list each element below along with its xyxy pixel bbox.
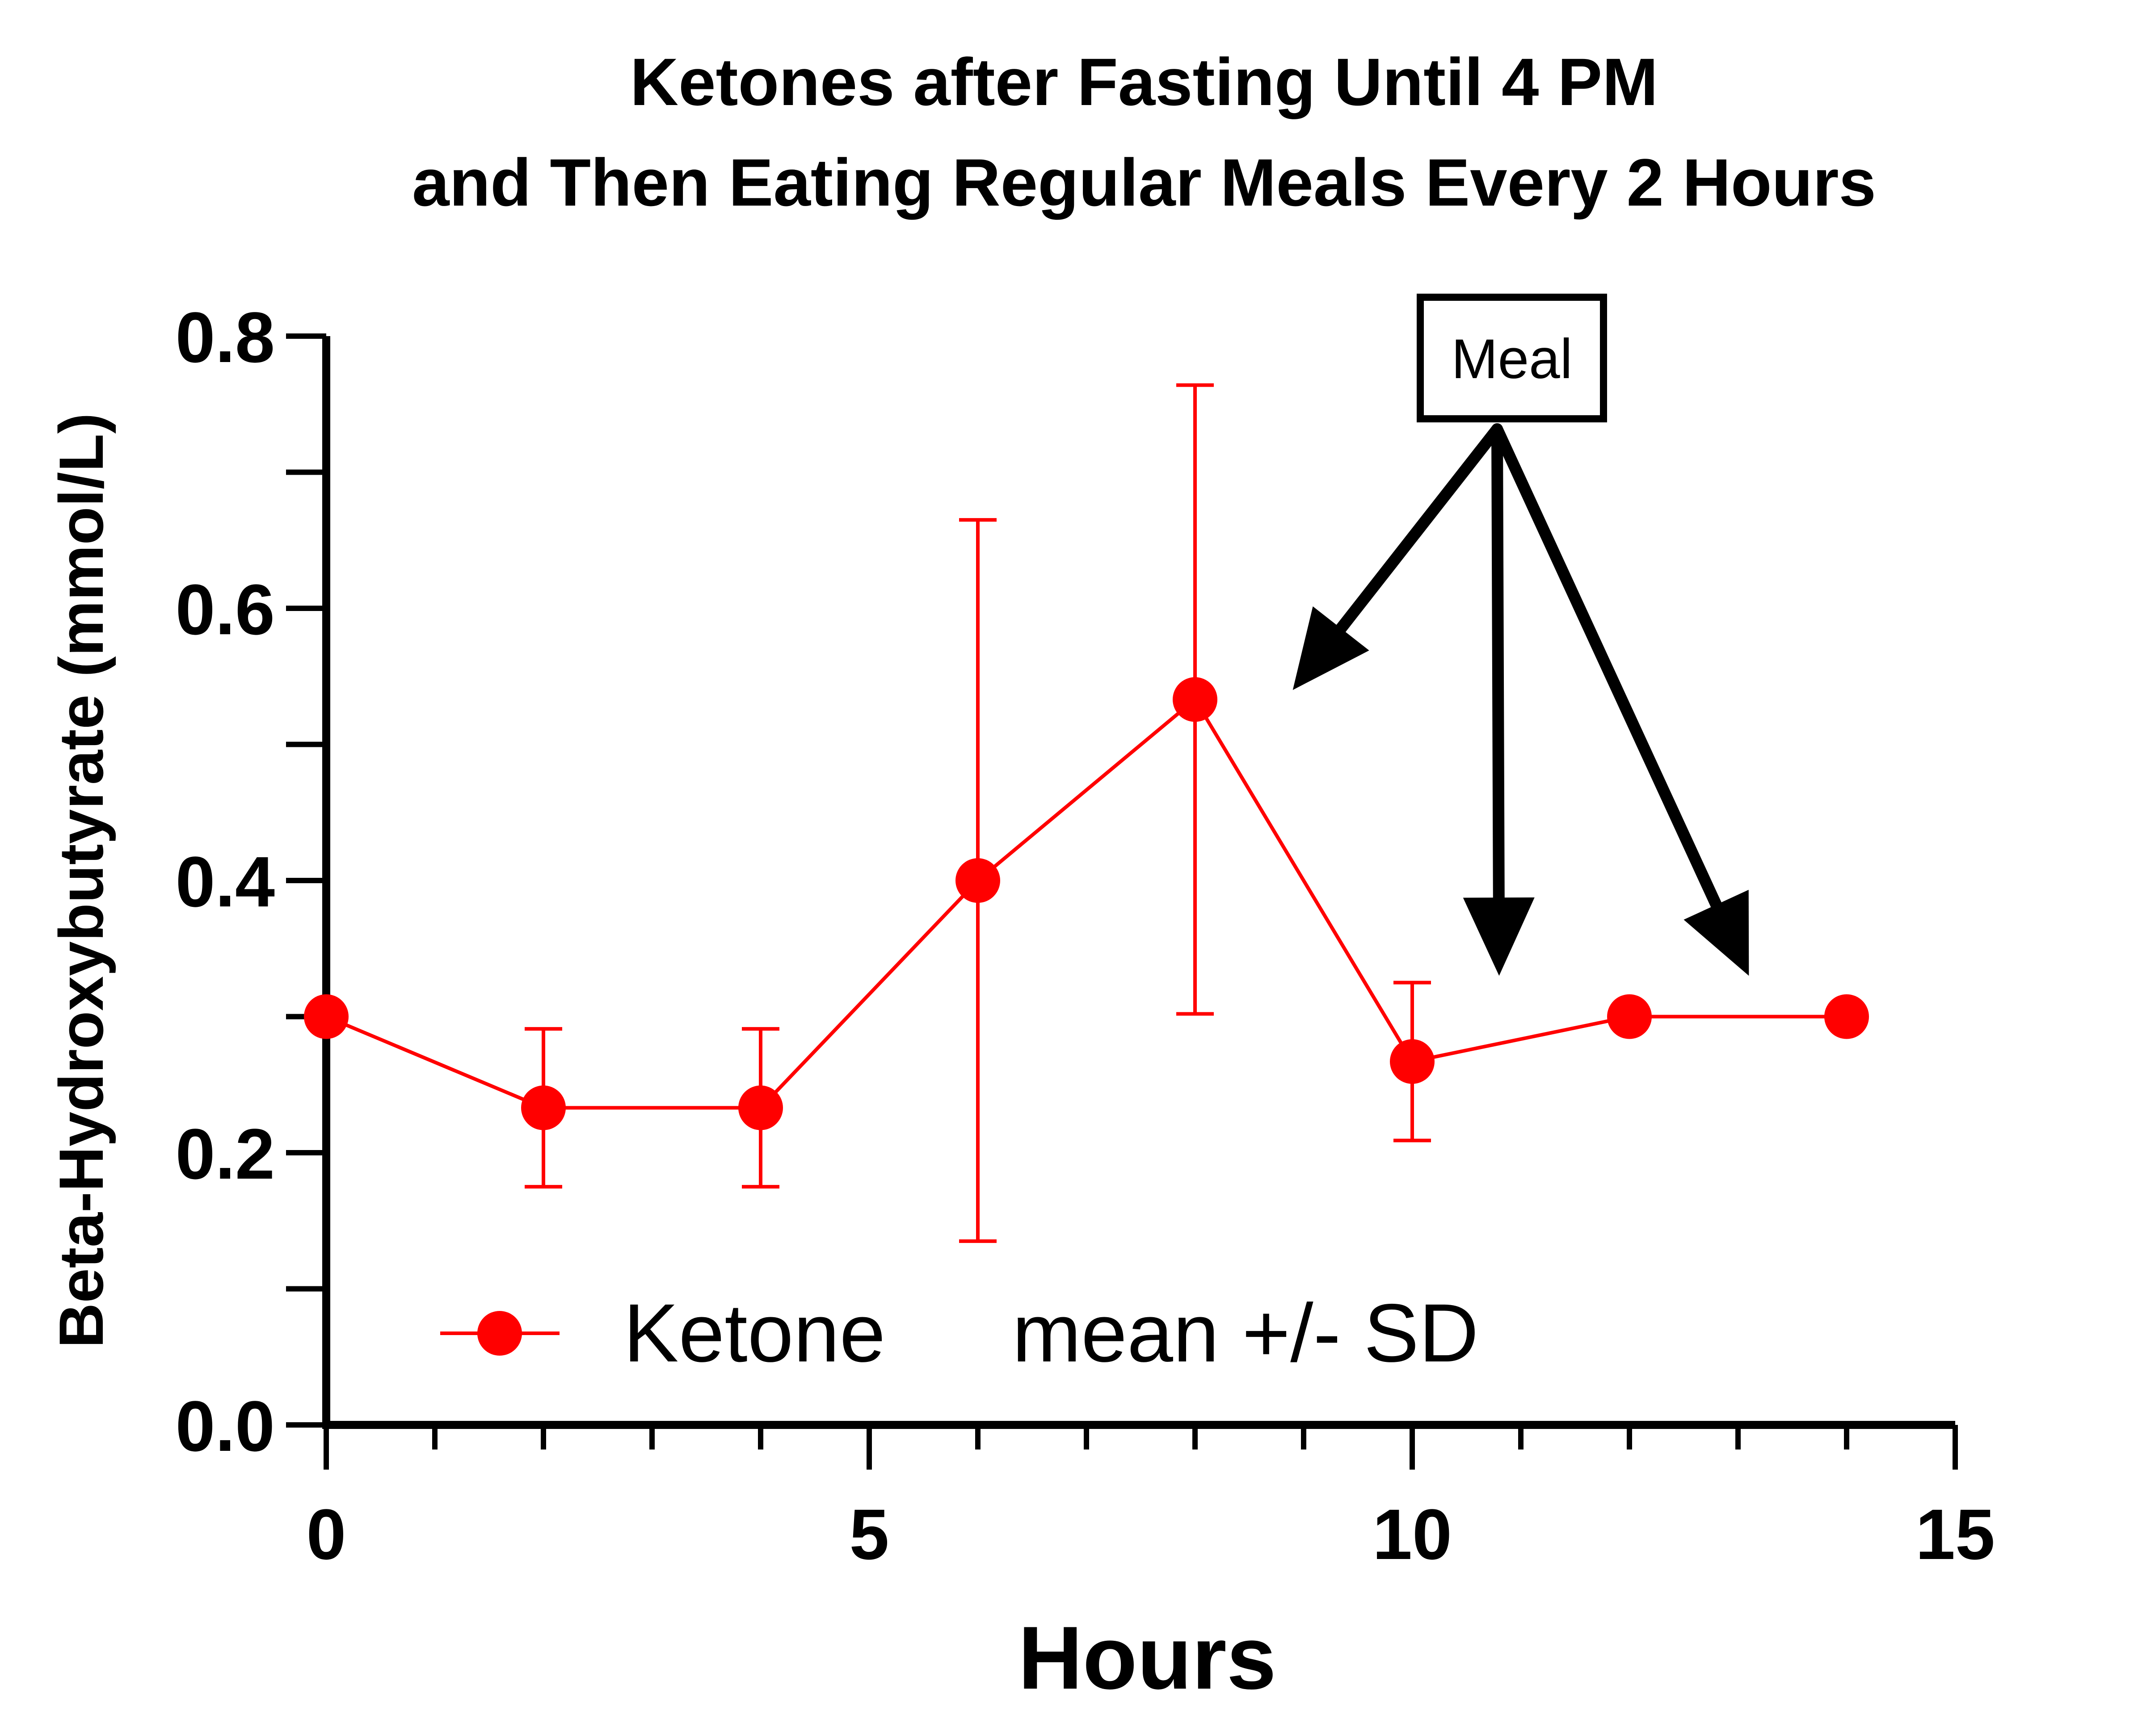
data-point [521, 1085, 566, 1130]
legend-marker [477, 1311, 522, 1356]
data-point [738, 1085, 783, 1130]
meal-arrow-shaft [1491, 423, 1505, 904]
data-point [1173, 677, 1217, 722]
x-tick-label: 5 [850, 1494, 889, 1574]
data-point [1390, 1039, 1435, 1084]
legend-series-label: Ketone [623, 1287, 885, 1379]
series-line [325, 696, 1847, 1110]
legend: Ketone mean +/- SD [440, 1287, 1479, 1379]
chart-title-line-2: and Then Eating Regular Meals Every 2 Ho… [412, 145, 1876, 220]
x-axis-label: Hours [1018, 1608, 1276, 1708]
data-point [304, 994, 349, 1039]
y-tick-label: 0.4 [176, 842, 275, 922]
plot-area [304, 383, 1869, 1243]
y-tick-label: 0.8 [176, 297, 275, 377]
meal-arrow-head [1683, 889, 1749, 976]
y-tick-label: 0.6 [176, 569, 275, 649]
y-tick-label: 0.2 [176, 1114, 275, 1194]
x-tick-label: 15 [1915, 1494, 1995, 1574]
meal-annotation: Meal [1292, 294, 1749, 976]
legend-note: mean +/- SD [1012, 1287, 1479, 1379]
meal-arrow-shaft [1335, 423, 1503, 634]
axes: 0.0 0.2 0.4 0.6 0.8 0 5 10 15 [176, 297, 1995, 1574]
data-point [1824, 994, 1869, 1039]
meal-arrow-head [1292, 606, 1369, 690]
x-tick-label: 10 [1372, 1494, 1452, 1574]
meal-box [1417, 294, 1607, 422]
meal-arrow-shaft [1491, 423, 1722, 911]
y-axis-label: Beta-Hydroxybutyrate (mmol/L) [46, 413, 116, 1348]
x-tick-label: 0 [307, 1494, 346, 1574]
meal-label: Meal [1452, 328, 1573, 390]
y-tick-label: 0.0 [176, 1386, 275, 1466]
meal-arrow-head [1463, 897, 1535, 976]
chart-title-line-1: Ketones after Fasting Until 4 PM [630, 44, 1658, 119]
data-point [1607, 994, 1652, 1039]
data-point [955, 858, 1000, 903]
